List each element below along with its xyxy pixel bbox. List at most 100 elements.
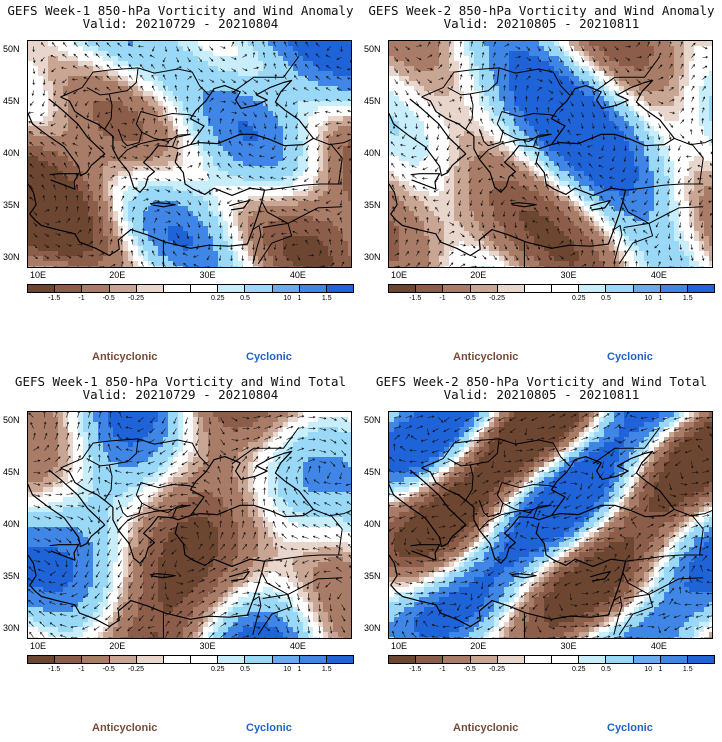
vorticity-cell <box>644 86 650 92</box>
vorticity-cell <box>113 56 119 62</box>
vorticity-cell <box>113 131 119 137</box>
vorticity-cell <box>328 241 334 247</box>
vorticity-cell <box>248 251 254 257</box>
vorticity-cell <box>178 156 184 162</box>
vorticity-cell <box>203 111 209 117</box>
vorticity-cell <box>424 91 430 97</box>
vorticity-cell <box>313 231 319 237</box>
vorticity-cell <box>263 211 269 217</box>
vorticity-cell <box>283 166 289 172</box>
vorticity-cell <box>268 251 274 257</box>
colorbar-swatch <box>55 285 83 292</box>
vorticity-cell <box>68 146 74 152</box>
vorticity-cell <box>138 191 144 197</box>
wind-arrow <box>74 42 78 47</box>
vorticity-cell <box>303 106 309 112</box>
wind-arrow-head <box>80 255 83 258</box>
wind-arrow-head <box>123 135 127 138</box>
vorticity-cell <box>328 226 334 232</box>
wind-arrow-head <box>163 107 167 110</box>
wind-arrow <box>187 222 190 228</box>
wind-arrow <box>105 112 111 114</box>
vorticity-cell <box>88 111 94 117</box>
vorticity-cell <box>148 226 154 232</box>
vorticity-cell <box>143 246 149 252</box>
vorticity-cell <box>243 161 249 167</box>
vorticity-cell <box>193 56 199 62</box>
wind-arrow <box>275 90 279 96</box>
wind-arrow-head <box>88 228 92 232</box>
wind-arrow <box>87 112 89 118</box>
vorticity-cell <box>43 256 49 262</box>
vorticity-cell <box>218 186 224 192</box>
wind-arrow <box>118 108 122 113</box>
vorticity-cell <box>208 251 214 257</box>
vorticity-cell <box>53 166 59 172</box>
vorticity-cell <box>63 211 69 217</box>
vorticity-cell <box>434 91 440 97</box>
vorticity-cell <box>288 156 294 162</box>
wind-arrow <box>39 131 45 135</box>
wind-arrow <box>110 156 116 159</box>
wind-arrow-head <box>131 216 135 220</box>
vorticity-cell <box>198 221 204 227</box>
vorticity-cell <box>484 81 490 87</box>
vorticity-cell <box>268 56 274 62</box>
vorticity-cell <box>328 256 334 262</box>
vorticity-cell <box>288 141 294 147</box>
vorticity-cell <box>168 181 174 187</box>
vorticity-cell <box>208 186 214 192</box>
vorticity-cell <box>489 51 495 57</box>
vorticity-cell <box>223 266 229 267</box>
vorticity-cell <box>348 46 351 52</box>
wind-arrow-head <box>139 64 143 67</box>
vorticity-cell <box>43 181 49 187</box>
wind-arrow <box>218 200 221 206</box>
wind-arrow-head <box>303 188 306 192</box>
wind-arrow <box>295 112 298 118</box>
wind-arrow <box>231 68 236 72</box>
wind-arrow <box>259 222 265 225</box>
vorticity-cell <box>469 56 475 62</box>
vorticity-cell <box>293 171 299 177</box>
vorticity-cell <box>43 126 49 132</box>
wind-arrow-head <box>270 156 273 160</box>
vorticity-cell <box>73 226 79 232</box>
vorticity-cell <box>158 51 164 57</box>
vorticity-cell <box>33 191 39 197</box>
vorticity-cell <box>594 51 600 57</box>
vorticity-cell <box>143 241 149 247</box>
wind-arrow-head <box>42 71 46 75</box>
wind-arrow <box>303 199 309 201</box>
vorticity-cell <box>193 41 199 47</box>
wind-arrow-head <box>63 151 66 155</box>
vorticity-cell <box>338 51 344 57</box>
vorticity-cell <box>68 156 74 162</box>
vorticity-cell <box>323 51 329 57</box>
vorticity-cell <box>148 131 154 137</box>
vorticity-cell <box>243 226 249 232</box>
vorticity-cell <box>48 176 54 182</box>
vorticity-cell <box>183 266 189 267</box>
vorticity-cell <box>133 56 139 62</box>
vorticity-cell <box>343 216 349 222</box>
wind-arrow <box>110 195 113 201</box>
vorticity-cell <box>193 86 199 92</box>
vorticity-cell <box>28 176 34 182</box>
vorticity-cell <box>93 256 99 262</box>
vorticity-cell <box>278 116 284 122</box>
vorticity-cell <box>604 86 610 92</box>
wind-arrow-head <box>157 178 160 181</box>
wind-arrow-head <box>305 125 308 129</box>
vorticity-cell <box>163 211 169 217</box>
vorticity-cell <box>559 66 565 72</box>
vorticity-cell <box>213 46 219 52</box>
vorticity-cell <box>554 46 560 52</box>
vorticity-cell <box>494 86 500 92</box>
vorticity-cell <box>88 91 94 97</box>
vorticity-cell <box>148 211 154 217</box>
vorticity-cell <box>43 51 49 57</box>
vorticity-cell <box>263 91 269 97</box>
wind-arrow-head <box>238 163 241 167</box>
colorbar-label: -1 <box>78 295 85 302</box>
